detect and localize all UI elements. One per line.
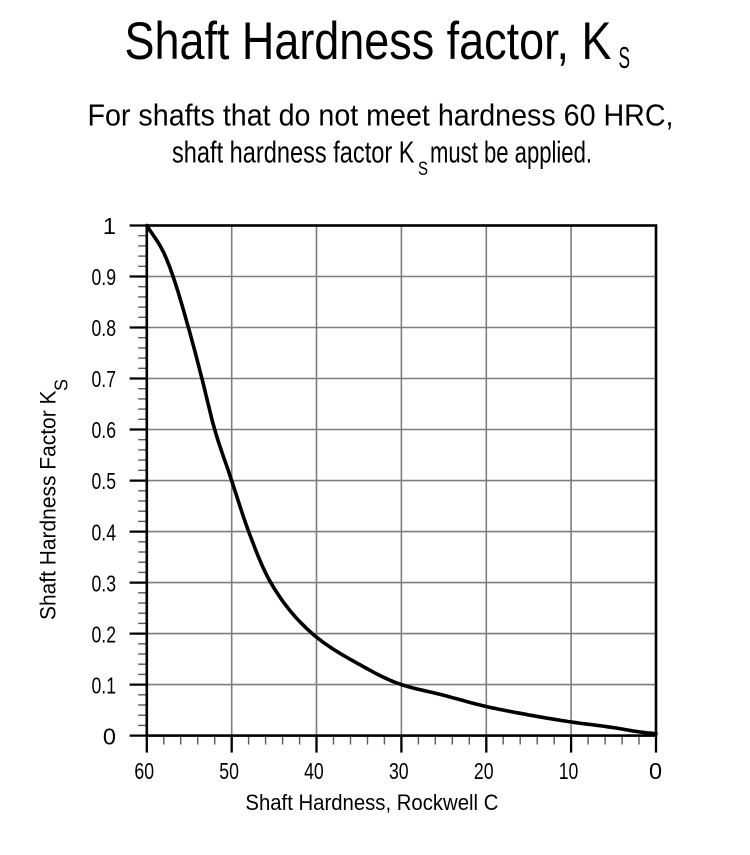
svg-text:60: 60 <box>134 758 154 784</box>
svg-text:50: 50 <box>219 758 239 784</box>
svg-text:Shaft Hardness Factor K: Shaft Hardness Factor K <box>35 391 60 621</box>
svg-text:S: S <box>51 379 72 391</box>
svg-text:Shaft Hardness, Rockwell C: Shaft Hardness, Rockwell C <box>245 790 498 815</box>
svg-text:0.8: 0.8 <box>92 315 117 341</box>
svg-text:0.6: 0.6 <box>92 417 117 443</box>
svg-text:10: 10 <box>559 758 579 784</box>
svg-text:0.7: 0.7 <box>92 366 117 392</box>
svg-text:S: S <box>619 40 631 75</box>
svg-text:0.9: 0.9 <box>92 264 117 290</box>
svg-text:0.5: 0.5 <box>92 468 117 494</box>
svg-text:1: 1 <box>103 213 116 239</box>
svg-text:Shaft Hardness factor, K: Shaft Hardness factor, K <box>125 12 612 71</box>
svg-text:0.1: 0.1 <box>92 672 117 698</box>
svg-text:0.2: 0.2 <box>92 621 117 647</box>
svg-text:20: 20 <box>474 758 494 784</box>
svg-text:0: 0 <box>103 723 116 749</box>
svg-text:0: 0 <box>649 758 662 784</box>
svg-text:0.4: 0.4 <box>92 519 117 545</box>
svg-text:For shafts that do not meet ha: For shafts that do not meet hardness 60 … <box>88 99 674 133</box>
svg-text:40: 40 <box>304 758 324 784</box>
svg-text:S: S <box>418 159 428 180</box>
svg-text:30: 30 <box>389 758 409 784</box>
svg-text:must be applied.: must be applied. <box>430 136 592 170</box>
svg-text:shaft hardness factor K: shaft hardness factor K <box>172 136 415 170</box>
svg-text:0.3: 0.3 <box>92 570 117 596</box>
